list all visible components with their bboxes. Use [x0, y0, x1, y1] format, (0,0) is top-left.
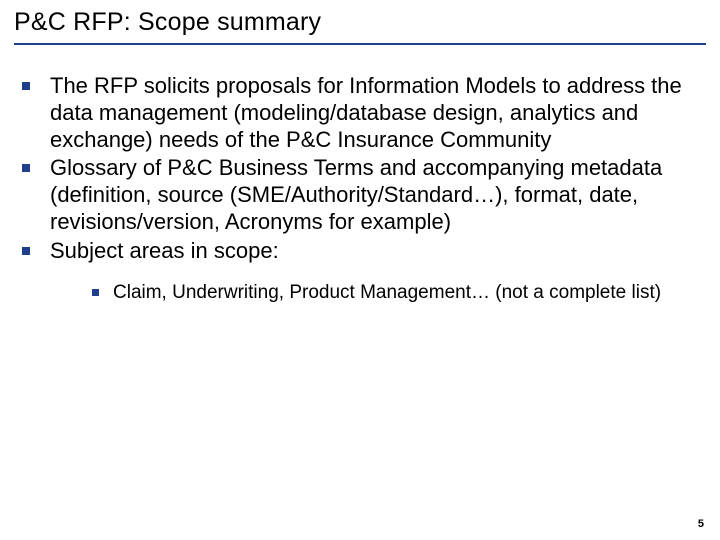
bullet-text: Subject areas in scope: [50, 238, 698, 265]
square-bullet-icon [92, 289, 99, 296]
sub-list: Claim, Underwriting, Product Management…… [16, 267, 698, 305]
square-bullet-icon [22, 82, 30, 90]
bullet-text: The RFP solicits proposals for Informati… [50, 73, 698, 153]
list-item: The RFP solicits proposals for Informati… [16, 73, 698, 153]
list-item: Claim, Underwriting, Product Management…… [92, 281, 698, 305]
slide-body: The RFP solicits proposals for Informati… [14, 45, 706, 304]
list-item: Glossary of P&C Business Terms and accom… [16, 155, 698, 235]
page-number: 5 [698, 518, 704, 530]
list-item: Subject areas in scope: [16, 238, 698, 265]
slide-title: P&C RFP: Scope summary [14, 8, 706, 45]
square-bullet-icon [22, 247, 30, 255]
bullet-text: Claim, Underwriting, Product Management…… [113, 281, 698, 305]
square-bullet-icon [22, 164, 30, 172]
bullet-text: Glossary of P&C Business Terms and accom… [50, 155, 698, 235]
slide: P&C RFP: Scope summary The RFP solicits … [0, 0, 720, 540]
